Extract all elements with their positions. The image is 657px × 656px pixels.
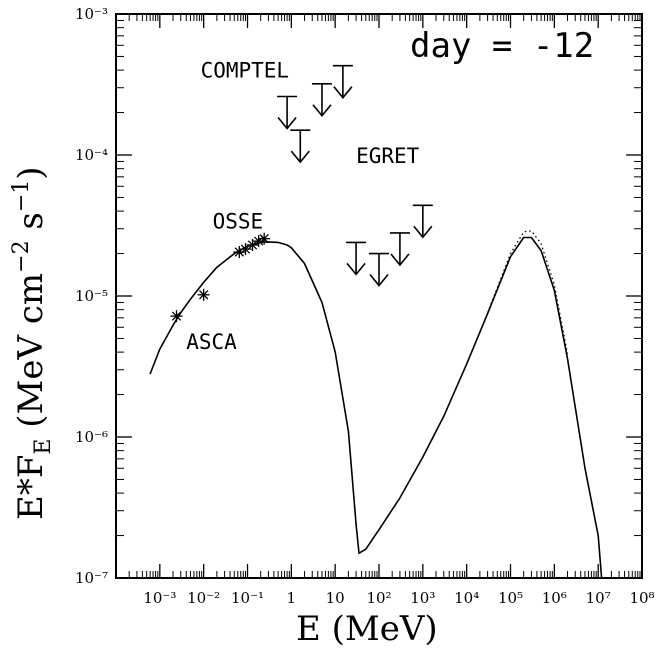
upper-limit-arrow [290, 129, 311, 164]
x-tick-label: 10⁷ [586, 589, 611, 607]
y-title-part: −2 [9, 240, 34, 272]
y-title-part: E [31, 439, 56, 455]
upper-limit-arrow [346, 241, 367, 276]
y-tick-label: 10⁻⁶ [75, 428, 108, 446]
data-point [197, 288, 210, 301]
upper-limit-arrow [369, 252, 389, 287]
x-axis-title: E (MeV) [296, 609, 438, 649]
solid-curve [149, 236, 603, 579]
x-tick-label: 10 [326, 589, 345, 607]
x-tick-label: 10⁻¹ [231, 589, 264, 607]
upper-limit-arrow [389, 232, 410, 267]
data-point [258, 232, 271, 245]
x-tick-label: 10⁶ [542, 589, 567, 607]
y-axis-title: E*FE (MeV cm−2 s−1) [9, 166, 56, 520]
tick-labels: 10⁻³ 10⁻² 10⁻¹ 1 10 10² 10³ 10⁴ 10⁵ 10⁶ 10⁷ 10⁸ 10⁻⁷… [75, 5, 655, 607]
y-tick-label: 10⁻⁴ [75, 146, 108, 164]
annotation-asca: ASCA [186, 330, 237, 354]
x-tick-label: 10⁻³ [143, 589, 176, 607]
annotation-comptel: COMPTEL [201, 58, 290, 82]
x-tick-label: 10² [366, 589, 391, 607]
x-tick-label: 10⁸ [629, 589, 654, 607]
y-title-part: −1 [9, 180, 34, 212]
y-title-part: E*F [11, 455, 51, 520]
x-tick-label: 10⁻² [187, 589, 220, 607]
annotation-osse: OSSE [213, 210, 264, 234]
upper-limit-arrow [311, 82, 332, 118]
annotations: COMPTEL EGRET OSSE ASCA [186, 58, 419, 354]
upper-limit-arrow [277, 95, 298, 130]
y-title-part: (MeV cm [11, 273, 51, 439]
spectrum-curves [149, 230, 603, 579]
upper-limit-arrow [332, 64, 353, 99]
y-title-part: ) [11, 166, 51, 179]
plot-frame [115, 13, 643, 579]
y-tick-label: 10⁻³ [75, 5, 108, 23]
data-point [170, 310, 183, 323]
annotation-egret: EGRET [356, 144, 420, 168]
axis-ticks [116, 13, 643, 579]
upper-limit-arrow [412, 204, 433, 239]
x-tick-label: 10³ [410, 589, 435, 607]
data-point [246, 238, 259, 251]
data-points [170, 232, 271, 323]
x-tick-label: 10⁵ [498, 589, 523, 607]
day-label: day = -12 [410, 26, 594, 66]
data-point [239, 243, 252, 256]
x-tick-label: 1 [287, 589, 297, 607]
y-tick-label: 10⁻⁵ [75, 287, 108, 305]
y-tick-label: 10⁻⁷ [75, 569, 108, 587]
x-tick-label: 10⁴ [454, 589, 479, 607]
y-title-part: s [11, 212, 51, 240]
dotted-curve [486, 230, 569, 354]
upper-limits [277, 64, 433, 287]
